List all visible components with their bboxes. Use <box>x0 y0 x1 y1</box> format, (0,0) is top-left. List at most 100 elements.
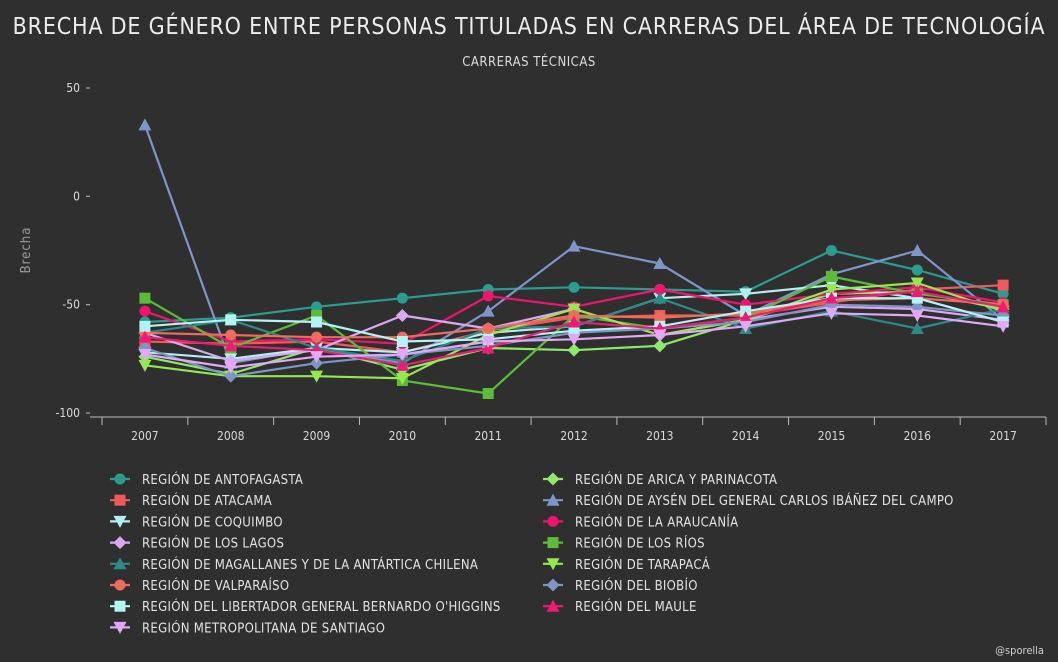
data-point <box>653 257 667 269</box>
legend-marker <box>113 536 127 550</box>
x-tick-label: 2010 <box>389 429 417 443</box>
series-lines <box>138 118 1010 399</box>
data-point <box>567 303 581 316</box>
data-point <box>996 300 1010 313</box>
legend-label: REGIÓN DE LA ARAUCANÍA <box>575 514 738 530</box>
axes: 50 0 -50 -100 2007 2008 2009 2010 2011 2012 2013 20… <box>56 81 1047 443</box>
data-point <box>138 118 152 131</box>
data-point <box>395 349 409 361</box>
credit-label: @sporella <box>995 644 1044 657</box>
legend-label: REGIÓN DE AYSÉN DEL GENERAL CARLOS IBÁÑE… <box>575 493 954 509</box>
legend-marker <box>546 558 560 571</box>
data-point <box>225 314 237 326</box>
legend: REGIÓN DE ANTOFAGASTA REGIÓN DE ARICA Y P… <box>110 472 954 636</box>
data-point <box>225 329 237 341</box>
data-point <box>653 329 667 342</box>
data-point <box>653 339 667 353</box>
x-tick-label: 2016 <box>904 429 932 443</box>
data-point <box>482 290 494 302</box>
data-point <box>224 339 238 352</box>
legend-label: REGIÓN DE MAGALLANES Y DE LA ANTÁRTICA C… <box>142 557 478 573</box>
data-point <box>139 292 151 304</box>
data-point <box>138 330 152 343</box>
data-point <box>910 244 924 256</box>
series-15 <box>138 307 1010 374</box>
data-point <box>395 372 409 385</box>
data-point <box>996 320 1010 333</box>
legend-item: REGIÓN DE VALPARAÍSO <box>110 578 289 594</box>
legend-item: REGIÓN DE ANTOFAGASTA <box>110 472 303 488</box>
legend-item: REGIÓN DE LOS RÍOS <box>543 536 705 552</box>
data-point <box>311 316 323 328</box>
legend-marker <box>546 578 560 592</box>
data-point <box>482 323 494 334</box>
data-point <box>739 288 753 301</box>
legend-marker <box>114 473 126 485</box>
legend-item: REGIÓN DEL MAULE <box>543 599 697 615</box>
legend-marker <box>114 494 126 506</box>
legend-label: REGIÓN DE COQUIMBO <box>142 514 283 530</box>
data-point <box>568 281 580 293</box>
legend-item: REGIÓN DEL BIOBÍO <box>543 578 698 594</box>
y-axis-label: Brecha <box>19 227 34 274</box>
legend-marker <box>547 515 559 527</box>
data-point <box>910 310 924 322</box>
x-tick-label: 2014 <box>732 429 760 443</box>
data-point <box>824 307 838 320</box>
legend-label: REGIÓN METROPOLITANA DE SANTIAGO <box>142 620 385 636</box>
data-point <box>910 285 924 298</box>
data-point <box>311 331 323 343</box>
data-point <box>568 325 580 337</box>
data-point <box>654 284 666 295</box>
data-point <box>311 310 323 321</box>
legend-label: REGIÓN DEL BIOBÍO <box>575 578 698 594</box>
legend-label: REGIÓN DE ANTOFAGASTA <box>142 472 303 488</box>
y-tick-label: 50 <box>66 81 80 95</box>
legend-marker <box>547 537 559 549</box>
data-point <box>567 315 581 328</box>
chart-title: BRECHA DE GÉNERO ENTRE PERSONAS TITULADA… <box>13 12 1046 40</box>
legend-label: REGIÓN DE LOS RÍOS <box>575 536 705 552</box>
data-point <box>739 320 753 333</box>
data-point <box>997 288 1009 300</box>
legend-label: REGIÓN DE ARICA Y PARINACOTA <box>575 472 777 488</box>
legend-marker <box>546 493 560 506</box>
x-tick-label: 2007 <box>131 429 158 443</box>
legend-item: REGIÓN DE ARICA Y PARINACOTA <box>543 472 777 488</box>
data-point <box>311 301 323 313</box>
data-point <box>481 336 495 348</box>
data-point <box>567 333 581 346</box>
legend-label: REGIÓN DE LOS LAGOS <box>142 536 284 552</box>
legend-item: REGIÓN DE LOS LAGOS <box>110 536 284 552</box>
legend-marker <box>114 600 126 612</box>
x-tick-label: 2008 <box>217 429 245 443</box>
legend-item: REGIÓN METROPOLITANA DE SANTIAGO <box>110 620 385 636</box>
x-tick-label: 2011 <box>474 429 501 443</box>
data-point <box>224 369 238 383</box>
x-tick-label: 2009 <box>303 429 331 443</box>
data-point <box>224 362 238 374</box>
legend-item: REGIÓN DE LA ARAUCANÍA <box>543 514 738 530</box>
data-point <box>396 292 408 304</box>
data-point <box>482 388 494 399</box>
legend-marker <box>113 557 127 570</box>
data-point <box>139 305 151 317</box>
data-point <box>395 309 409 322</box>
legend-item: REGIÓN DE MAGALLANES Y DE LA ANTÁRTICA C… <box>110 557 478 573</box>
legend-label: REGIÓN DEL MAULE <box>575 599 697 615</box>
legend-item: REGIÓN DEL LIBERTADOR GENERAL BERNARDO O… <box>110 599 501 615</box>
data-point <box>825 245 837 256</box>
legend-label: REGIÓN DEL LIBERTADOR GENERAL BERNARDO O… <box>142 599 501 615</box>
data-point <box>825 271 837 282</box>
y-tick-label: -50 <box>62 298 80 312</box>
data-point <box>910 322 924 334</box>
legend-marker <box>546 472 560 486</box>
data-point <box>139 320 151 332</box>
legend-item: REGIÓN DE ATACAMA <box>110 493 272 509</box>
legend-marker <box>546 599 560 612</box>
series-14 <box>138 285 1010 371</box>
legend-marker <box>114 579 126 591</box>
x-tick-label: 2015 <box>818 429 845 443</box>
